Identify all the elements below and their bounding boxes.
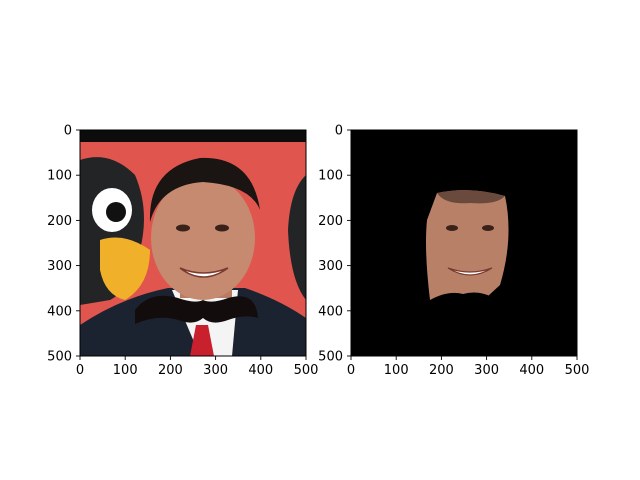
left-x-tick-label: 200 [158, 363, 183, 378]
right-masked-face-image [351, 130, 577, 356]
right-y-tick-label: 0 [335, 124, 343, 139]
left-x-tick-label: 300 [203, 363, 228, 378]
right-y-tick-label: 300 [318, 259, 343, 274]
left-photo-image [80, 130, 306, 356]
left-x-tick-label: 500 [294, 363, 319, 378]
left-x-tick-label: 0 [76, 363, 84, 378]
left-y-tick-label: 300 [47, 259, 72, 274]
right-x-tick-label: 100 [384, 363, 409, 378]
right-y-tick-label: 500 [318, 350, 343, 365]
left-x-tick-label: 100 [113, 363, 138, 378]
right-x-tick-label: 400 [519, 363, 544, 378]
right-y-tick-label: 100 [318, 169, 343, 184]
right-x-tick-label: 200 [429, 363, 454, 378]
left-y-tick-label: 400 [47, 304, 72, 319]
left-y-tick-label: 200 [47, 214, 72, 229]
right-y-tick-label: 400 [318, 304, 343, 319]
right-x-tick-label: 300 [474, 363, 499, 378]
right-x-tick-label: 0 [347, 363, 355, 378]
left-x-tick-label: 400 [248, 363, 273, 378]
right-y-tick-label: 200 [318, 214, 343, 229]
left-axes-frame [79, 129, 307, 357]
right-axes-frame [350, 129, 578, 357]
left-y-tick-label: 0 [64, 124, 72, 139]
left-y-tick-label: 100 [47, 169, 72, 184]
right-x-tick-label: 500 [565, 363, 590, 378]
left-y-tick-label: 500 [47, 350, 72, 365]
